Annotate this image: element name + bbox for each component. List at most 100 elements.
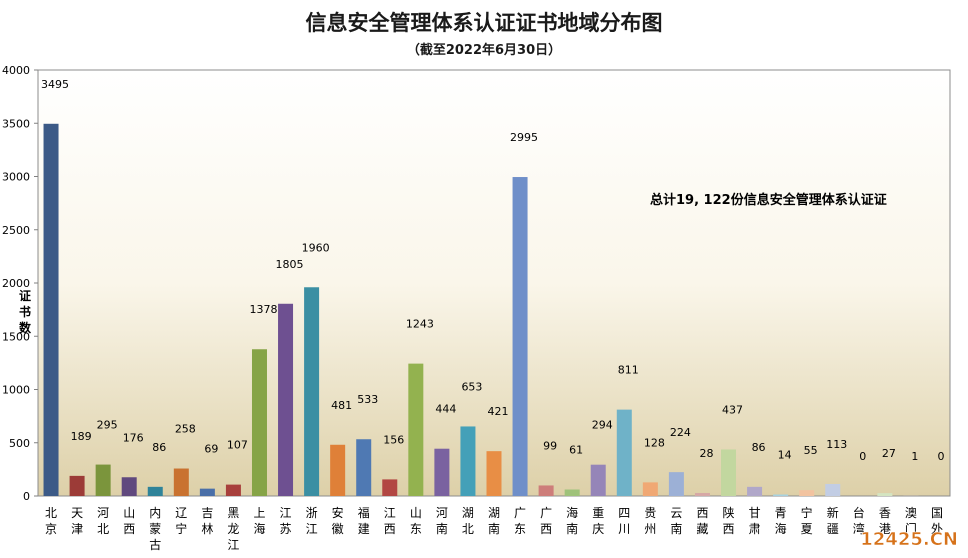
bar bbox=[434, 449, 449, 496]
y-axis-title: 证书数 bbox=[19, 289, 32, 335]
total-annotation: 总计19, 122份信息安全管理体系认证证 bbox=[650, 192, 887, 208]
data-label: 294 bbox=[592, 419, 613, 432]
data-label: 107 bbox=[227, 439, 248, 452]
x-tick-label: 天津 bbox=[71, 506, 83, 536]
x-tick-label: 上海 bbox=[253, 506, 265, 536]
x-tick-label: 青海 bbox=[775, 506, 787, 536]
x-tick-label: 江西 bbox=[384, 506, 396, 536]
data-label: 14 bbox=[778, 449, 792, 462]
x-tick-label: 甘肃 bbox=[749, 506, 761, 536]
data-label: 533 bbox=[357, 393, 378, 406]
bar bbox=[122, 477, 137, 496]
bar bbox=[356, 439, 371, 496]
x-tick-label: 陕西 bbox=[723, 505, 735, 536]
data-label: 421 bbox=[488, 405, 509, 418]
data-label: 99 bbox=[543, 439, 557, 452]
bar bbox=[278, 304, 293, 496]
x-tick-label: 西藏 bbox=[696, 506, 708, 536]
x-tick-label: 山西 bbox=[123, 506, 135, 536]
data-label: 69 bbox=[204, 443, 218, 456]
y-tick-label: 0 bbox=[23, 490, 30, 503]
bar bbox=[226, 485, 241, 496]
data-label: 86 bbox=[752, 441, 766, 454]
data-label: 1243 bbox=[406, 318, 434, 331]
y-axis-label: 证书数 bbox=[19, 289, 32, 335]
data-label: 653 bbox=[461, 380, 482, 393]
bar bbox=[617, 410, 632, 496]
bar bbox=[487, 451, 502, 496]
data-label: 224 bbox=[670, 426, 691, 439]
x-tick-label: 吉林 bbox=[201, 506, 213, 536]
bar bbox=[877, 493, 892, 496]
bar bbox=[44, 124, 59, 496]
data-label: 258 bbox=[175, 423, 196, 436]
data-label: 0 bbox=[937, 450, 944, 463]
y-tick-label: 3500 bbox=[2, 117, 30, 130]
data-label: 481 bbox=[331, 399, 352, 412]
data-label: 86 bbox=[152, 441, 166, 454]
x-tick-label: 湖南 bbox=[488, 505, 500, 536]
x-tick-label: 江苏 bbox=[280, 506, 292, 536]
chart-subtitle: （截至2022年6月30日） bbox=[407, 42, 561, 58]
data-label: 1 bbox=[911, 450, 918, 463]
bar bbox=[799, 490, 814, 496]
data-label: 27 bbox=[882, 447, 896, 460]
x-tick-label: 浙江 bbox=[306, 506, 318, 536]
x-tick-label: 宁夏 bbox=[801, 505, 813, 536]
bar bbox=[330, 445, 345, 496]
data-label: 1378 bbox=[249, 303, 277, 316]
bar bbox=[174, 469, 189, 496]
y-tick-label: 4000 bbox=[2, 64, 30, 77]
x-tick-label: 贵州 bbox=[644, 506, 656, 536]
bar bbox=[460, 426, 475, 496]
data-label: 1960 bbox=[302, 241, 330, 254]
bar bbox=[825, 484, 840, 496]
x-tick-label: 安徽 bbox=[332, 505, 344, 536]
x-tick-label: 重庆 bbox=[592, 506, 604, 536]
data-label: 176 bbox=[123, 431, 144, 444]
bar bbox=[591, 465, 606, 496]
y-tick-label: 500 bbox=[9, 437, 30, 450]
x-tick-label: 新疆 bbox=[827, 505, 839, 536]
x-tick-label: 北京 bbox=[45, 506, 57, 536]
bar bbox=[252, 349, 267, 496]
watermark: 12425.CN bbox=[860, 529, 958, 550]
bar bbox=[70, 476, 85, 496]
data-label: 55 bbox=[804, 444, 818, 457]
x-tick-label: 广西 bbox=[540, 506, 552, 536]
data-label: 1805 bbox=[276, 258, 304, 271]
bar bbox=[513, 177, 528, 496]
bar bbox=[747, 487, 762, 496]
bar bbox=[96, 465, 111, 496]
bar bbox=[565, 490, 580, 496]
chart-title: 信息安全管理体系认证证书地域分布图 bbox=[306, 11, 663, 35]
data-label: 189 bbox=[71, 430, 92, 443]
data-label: 0 bbox=[859, 450, 866, 463]
bar bbox=[200, 489, 215, 496]
bar bbox=[304, 287, 319, 496]
bar bbox=[539, 485, 554, 496]
data-label: 3495 bbox=[41, 78, 69, 91]
bar bbox=[721, 449, 736, 496]
bar bbox=[669, 472, 684, 496]
data-label: 61 bbox=[569, 444, 583, 457]
x-tick-label: 广东 bbox=[514, 506, 526, 536]
x-tick-label: 河南 bbox=[436, 506, 448, 536]
bar bbox=[382, 479, 397, 496]
x-tick-label: 湖北 bbox=[462, 505, 474, 536]
y-tick-label: 2500 bbox=[2, 224, 30, 237]
x-tick-label: 福建 bbox=[358, 505, 370, 536]
bar bbox=[408, 364, 423, 496]
x-tick-label: 辽宁 bbox=[175, 506, 187, 536]
bar bbox=[695, 493, 710, 496]
data-label: 811 bbox=[618, 364, 639, 377]
bar bbox=[773, 495, 788, 496]
bar bbox=[643, 482, 658, 496]
data-label: 128 bbox=[644, 436, 665, 449]
data-label: 113 bbox=[826, 438, 847, 451]
x-tick-label: 云南 bbox=[670, 506, 682, 536]
x-tick-label: 河北 bbox=[97, 506, 109, 536]
x-tick-label: 四川 bbox=[618, 506, 630, 536]
x-tick-label: 海南 bbox=[566, 505, 578, 536]
